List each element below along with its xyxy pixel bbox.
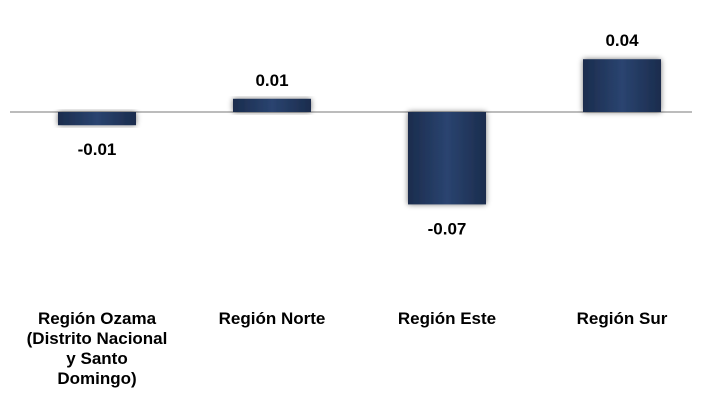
- category-label-line: Región Este: [398, 309, 496, 328]
- value-label-3: 0.04: [605, 31, 639, 50]
- category-label-1: Región Norte: [219, 309, 326, 328]
- category-label-line: Región Ozama: [38, 309, 157, 328]
- bar-2: [408, 112, 486, 205]
- category-label-line: (Distrito Nacional: [27, 329, 168, 348]
- category-label-2: Región Este: [398, 309, 496, 328]
- value-label-0: -0.01: [78, 140, 117, 159]
- value-label-1: 0.01: [255, 71, 288, 90]
- category-label-3: Región Sur: [577, 309, 668, 328]
- category-label-0: Región Ozama (Distrito Nacional y Santo Dom…: [27, 309, 168, 388]
- category-label-line: Domingo): [57, 369, 136, 388]
- bar-0: [58, 112, 136, 126]
- value-label-2: -0.07: [428, 219, 467, 238]
- bar-1: [233, 98, 311, 112]
- bar-3: [583, 59, 661, 112]
- category-label-line: Región Norte: [219, 309, 326, 328]
- category-label-line: Región Sur: [577, 309, 668, 328]
- category-label-line: y Santo: [66, 349, 127, 368]
